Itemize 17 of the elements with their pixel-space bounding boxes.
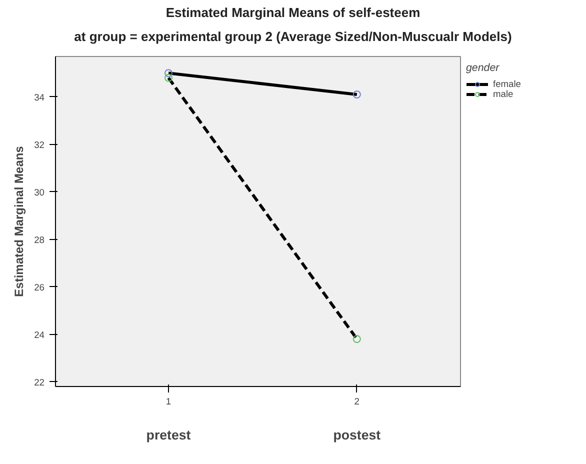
chart-title: Estimated Marginal Means of self-esteem xyxy=(164,4,422,22)
y-tick-label: 24 xyxy=(34,330,45,340)
legend-title: gender xyxy=(466,62,500,74)
x-tick-label: 1 xyxy=(166,396,172,406)
y-tick-label: 32 xyxy=(34,140,45,150)
text: pretest xyxy=(146,428,192,442)
y-tick-label: 26 xyxy=(34,282,45,292)
y-tick-label: 28 xyxy=(34,234,45,245)
y-tick-label: 30 xyxy=(34,187,45,198)
y-tick-label: 22 xyxy=(34,377,45,388)
x-tick-label: 2 xyxy=(354,396,360,406)
legend-label: male xyxy=(493,89,514,99)
legend-label: female xyxy=(493,79,521,89)
y-axis-title: Estimated Marginal Means xyxy=(12,146,26,297)
text: postest xyxy=(333,428,382,442)
y-tick-label: 34 xyxy=(34,92,45,102)
chart-subtitle: at group = experimental group 2 (Average Sized/Non-Muscualr Models) xyxy=(73,28,513,46)
